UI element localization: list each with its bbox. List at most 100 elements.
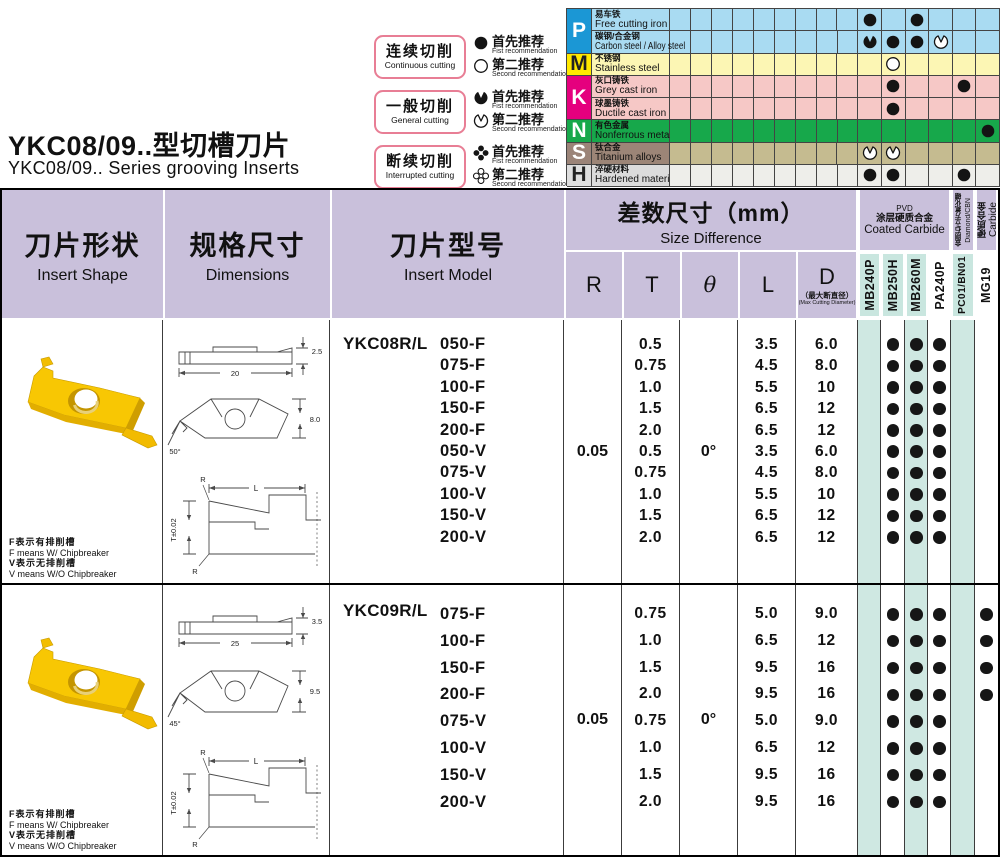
material-grade-cell: [929, 120, 953, 143]
l-value: 4.5: [754, 357, 779, 375]
r-value: 0.05: [576, 711, 609, 728]
dim-r-bottom: R: [192, 840, 198, 849]
clover-outline-icon: [472, 167, 490, 185]
l-value: 3.5: [754, 336, 779, 353]
series-block-ykc09: F表示有排削槽 F means W/ Chipbreaker V表示无排削槽 V…: [2, 585, 998, 855]
d-value: 10: [817, 485, 836, 503]
theta-cell: 0°: [680, 320, 738, 583]
circle-solid-icon: [957, 80, 971, 93]
grade-column-MB250H: [881, 320, 905, 583]
l-value: 9.5: [754, 658, 779, 676]
model-row: 100-F: [440, 377, 486, 396]
material-cell: [795, 53, 817, 76]
material-cell: [795, 164, 817, 187]
t-cell: 0.75 1.0 1.5 2.0 0.75 1.0 1.5 2.0: [622, 585, 680, 855]
pac-outline-icon: [886, 146, 901, 160]
material-grade-cell: [905, 53, 930, 76]
t-value: 0.75: [634, 712, 667, 730]
material-cell: [690, 53, 712, 76]
grade-dot: [910, 795, 923, 809]
legend-label-zh: 连续切削: [385, 43, 454, 60]
l-value: 6.5: [754, 738, 779, 756]
material-grade-cell: [929, 9, 953, 32]
pac-solid-icon: [863, 35, 877, 49]
material-grade-cell: [858, 75, 883, 98]
grade-dot: [886, 688, 900, 702]
material-group-P: P: [567, 9, 592, 54]
d-value: 12: [817, 631, 836, 649]
t-value: 1.5: [638, 658, 663, 676]
insert-table: 刀片形状 Insert Shape 规格尺寸 Dimensions 刀片型号 Inse…: [0, 188, 1000, 857]
grade-column-MB240P: [858, 585, 882, 855]
material-grade-cell: [905, 164, 930, 187]
model-row: 050-F: [440, 335, 486, 353]
grade-dot: [910, 445, 923, 458]
d-value: 12: [817, 421, 836, 439]
t-value: 1.0: [638, 738, 663, 756]
material-cell: [753, 164, 775, 187]
shape-cell: F表示有排削槽 F means W/ Chipbreaker V表示无排削槽 V…: [2, 585, 163, 855]
grade-dot: [933, 795, 946, 809]
material-cell: [837, 53, 859, 76]
d-value: 12: [817, 738, 836, 756]
material-cell: [774, 120, 796, 143]
l-cell: 3.5 4.5 5.5 6.5 6.5 3.5 4.5 5.5 6.5 6.5: [738, 320, 796, 583]
grade-dot: [910, 688, 923, 702]
model-cell: YKC08R/L 050-F 075-F 100-F 150-F 200-F 050-V 0…: [330, 320, 564, 583]
model-list: 075-F 100-F 150-F 200-F 075-V 100-V 150-V 200-V: [440, 601, 487, 815]
material-grade-cell: [976, 142, 1000, 165]
pac-outline-icon: [933, 35, 948, 49]
model-row: 150-F: [440, 658, 486, 677]
material-grade-cell: [976, 9, 1000, 32]
grade-dot: [910, 715, 923, 728]
material-cell: [711, 142, 733, 165]
material-cell: [753, 31, 775, 54]
material-cell: [753, 120, 775, 143]
material-group-M: M: [567, 52, 592, 76]
material-grade-cell: [952, 142, 977, 165]
material-cell: [732, 120, 754, 143]
d-note-en: (Max Cutting Diameter): [798, 300, 856, 306]
grade-dot: [886, 661, 900, 675]
material-grade-cell: [976, 98, 1000, 121]
grade-column-PA240P: [928, 585, 952, 855]
d-value: 8.0: [814, 357, 839, 375]
grade-dot: [886, 715, 900, 728]
grade-dot: [980, 688, 993, 702]
grade-dot: [933, 424, 946, 437]
material-cell: [816, 75, 838, 98]
circle-solid-icon: [910, 13, 924, 26]
material-cell: [753, 53, 775, 76]
model-row: 075-F: [440, 356, 486, 375]
series-block-ykc08: F表示有排削槽 F means W/ Chipbreaker V表示无排削槽 V…: [2, 320, 998, 585]
grade-dot: [886, 445, 900, 458]
dim-r-top: R: [200, 475, 206, 484]
chipbreaker-footnote: F表示有排削槽 F means W/ Chipbreaker V表示无排削槽 V…: [9, 537, 117, 579]
grade-dot: [933, 488, 946, 501]
material-row: 淬硬材料 Hardened materials: [592, 164, 1000, 187]
l-value: 9.5: [754, 685, 779, 703]
material-grade-cell: [905, 75, 930, 98]
grade-dot: [933, 359, 946, 373]
d-value: 8.0: [814, 464, 839, 482]
dimensions-cell: 3.5 25 9.5 45° L R R T±0.02: [163, 585, 330, 855]
material-grade-cell: [976, 53, 1000, 76]
grade-dot: [933, 768, 946, 782]
material-grade-cell: [858, 98, 883, 121]
material-row: 钛合金 Titanium alloys: [592, 142, 1000, 165]
legend-label-en: Interrupted cutting: [385, 170, 455, 180]
grade-dot: [910, 634, 923, 648]
material-grade-cell: [905, 142, 930, 165]
material-cell: [774, 53, 796, 76]
dim-length: 25: [231, 639, 239, 648]
material-cell: [795, 75, 817, 98]
t-value: 0.75: [634, 464, 667, 482]
model-row: 100-V: [440, 738, 487, 757]
d-list: 9.0 12 16 16 9.0 12 16 16: [796, 601, 857, 815]
material-grade-cell: [858, 9, 883, 32]
dim-width: 9.5: [310, 687, 320, 696]
grade-dot: [910, 608, 923, 621]
material-cell: [837, 98, 859, 121]
material-cell: [669, 142, 691, 165]
grade-dot: [910, 742, 923, 755]
